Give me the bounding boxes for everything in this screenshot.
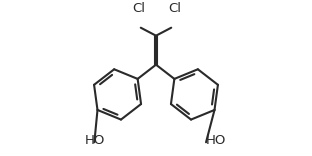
Text: HO: HO [85, 134, 105, 147]
Text: HO: HO [206, 134, 227, 147]
Text: Cl: Cl [168, 2, 181, 15]
Text: Cl: Cl [132, 2, 145, 15]
